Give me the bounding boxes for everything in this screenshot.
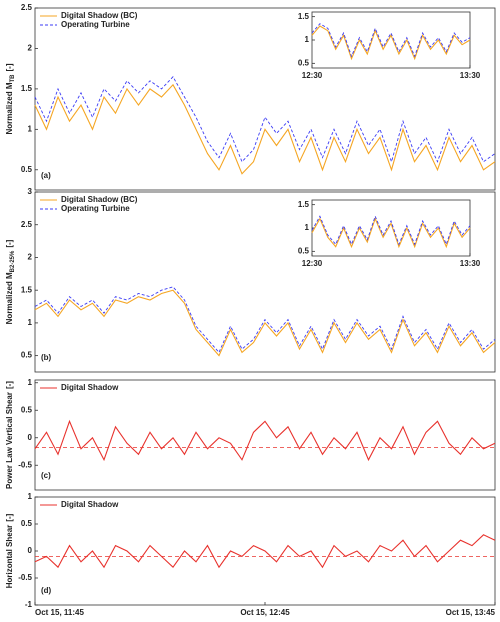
y-tick-label: 2 <box>28 44 33 53</box>
legend-label: Digital Shadow (BC) <box>61 195 138 204</box>
y-tick-label: 1.5 <box>21 84 33 93</box>
y-label-sub: B2-25% <box>10 250 16 272</box>
legend-label: Digital Shadow <box>61 500 119 509</box>
y-tick-label: -0.5 <box>18 573 32 582</box>
y-tick-label: 2.5 <box>21 3 33 12</box>
y-tick-label: 3 <box>28 187 33 196</box>
y-label-main: Horizontal Shear <box>5 525 14 589</box>
y-tick-label: 0.5 <box>21 165 33 174</box>
legend-label: Operating Turbine <box>61 204 130 213</box>
y-label-unit: [-] <box>5 513 14 521</box>
y-tick-label: 1 <box>28 124 33 133</box>
y-tick-label: 1 <box>28 492 33 501</box>
series-line <box>34 289 496 357</box>
x-tick-label: 12:30 <box>302 259 323 268</box>
legend-label: Digital Shadow <box>61 383 119 392</box>
y-label-main: Power Law Vertical Shear <box>5 392 14 489</box>
y-tick-label: 1 <box>28 378 33 387</box>
y-tick-label: 1 <box>305 35 310 44</box>
y-tick-label: -1 <box>25 600 33 609</box>
y-tick-label: -0.5 <box>18 460 32 469</box>
y-tick-label: 1.5 <box>298 200 310 209</box>
series-line <box>34 83 496 175</box>
y-tick-label: 2.5 <box>21 220 33 229</box>
y-tick-label: 1.5 <box>298 12 310 21</box>
y-tick-label: 1.5 <box>21 285 33 294</box>
series-line <box>311 217 471 249</box>
series-line <box>34 76 496 164</box>
y-tick-label: 0 <box>28 433 33 442</box>
y-axis-label: Horizontal Shear [-] <box>5 513 14 588</box>
y-tick-label: 1 <box>305 223 310 232</box>
y-axis-label: Normalized MB2-25% [-] <box>5 239 15 324</box>
y-tick-label: 0.5 <box>21 351 33 360</box>
y-label-unit: [-] <box>5 239 14 247</box>
y-label-unit: [-] <box>5 63 14 71</box>
series-line <box>34 286 496 354</box>
y-tick-label: 1 <box>28 318 33 327</box>
y-tick-label: 0.5 <box>21 405 33 414</box>
inset-frame <box>311 199 471 257</box>
y-tick-label: 2 <box>28 253 33 262</box>
legend-label: Digital Shadow (BC) <box>61 11 138 20</box>
y-tick-label: 0.5 <box>298 58 310 67</box>
y-label-unit: [-] <box>5 381 14 389</box>
x-tick-label: Oct 15, 13:45 <box>446 608 496 617</box>
series-line <box>311 23 471 58</box>
y-label-main: Normalized M <box>5 82 14 134</box>
x-tick-label: Oct 15, 11:45 <box>35 608 84 617</box>
plot-frame <box>34 379 496 491</box>
y-tick-label: 0.5 <box>298 246 310 255</box>
panel-label: (a) <box>41 171 51 180</box>
x-tick-label: 13:30 <box>460 71 481 80</box>
y-label-main: Normalized M <box>5 272 14 324</box>
series-line <box>34 534 496 569</box>
panel-label: (d) <box>41 586 52 595</box>
series-line <box>311 25 471 61</box>
series-line <box>311 215 471 246</box>
x-tick-label: Oct 15, 12:45 <box>240 608 290 617</box>
x-tick-label: 13:30 <box>460 259 481 268</box>
series-line <box>34 419 496 462</box>
x-tick-label: 12:30 <box>302 71 323 80</box>
y-tick-label: 0 <box>28 546 33 555</box>
panel-label: (c) <box>41 471 51 480</box>
y-axis-label: Power Law Vertical Shear [-] <box>5 381 14 489</box>
panel-label: (b) <box>41 353 52 362</box>
legend-label: Operating Turbine <box>61 20 130 29</box>
y-label-sub: TB <box>10 74 16 83</box>
y-axis-label: Normalized MTB [-] <box>5 63 15 134</box>
y-tick-label: 0.5 <box>21 519 33 528</box>
inset-frame <box>311 11 471 69</box>
